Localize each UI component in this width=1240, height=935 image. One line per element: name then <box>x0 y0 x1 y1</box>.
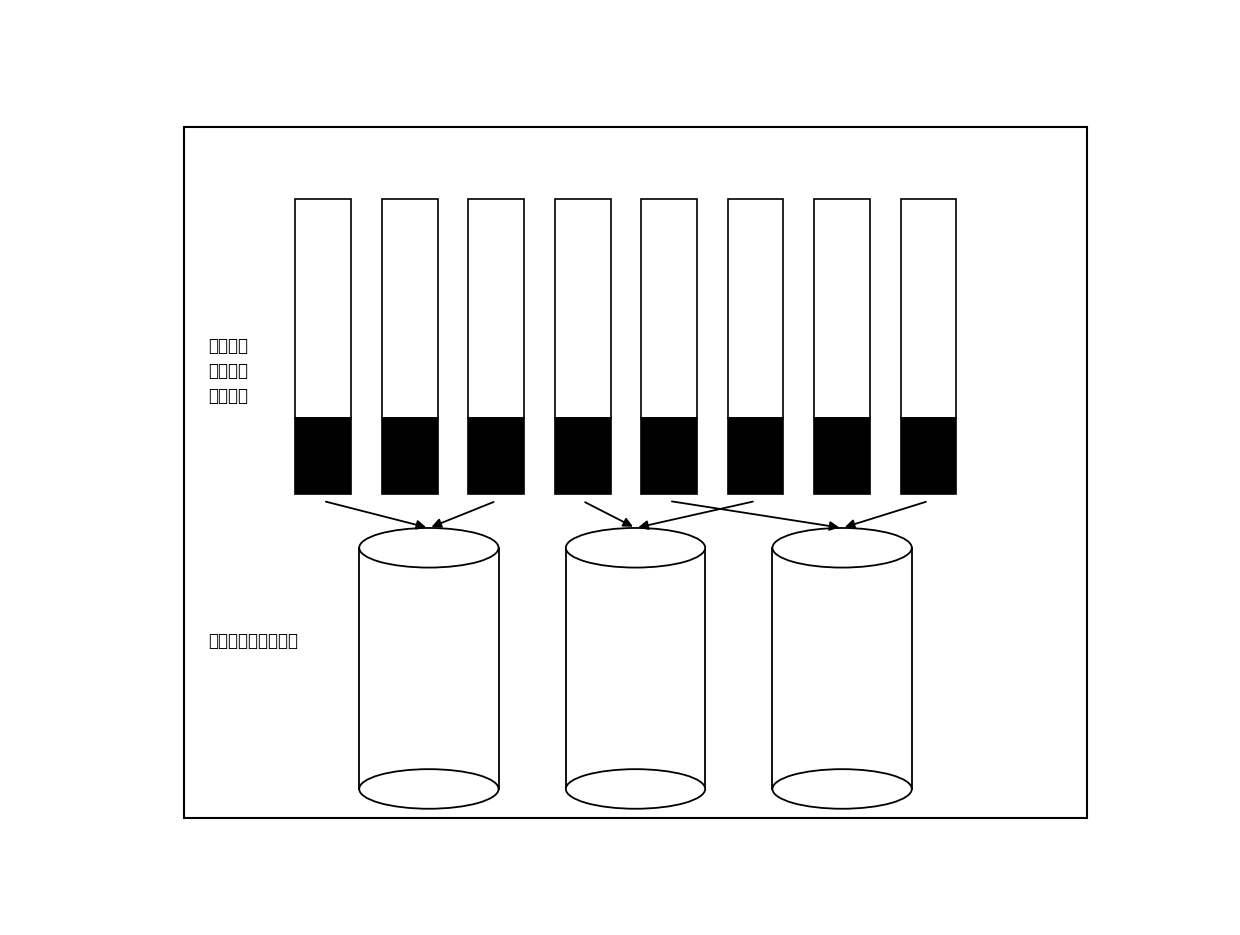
Bar <box>900 418 956 494</box>
Bar <box>815 198 870 418</box>
Bar <box>773 548 911 789</box>
Bar <box>554 198 610 418</box>
Ellipse shape <box>773 770 911 809</box>
Bar <box>295 198 351 418</box>
Bar <box>641 418 697 494</box>
Bar <box>815 418 870 494</box>
Ellipse shape <box>565 528 706 568</box>
Ellipse shape <box>773 528 911 568</box>
Bar <box>469 198 525 418</box>
Bar <box>360 548 498 789</box>
Bar <box>728 198 784 418</box>
Bar <box>295 418 351 494</box>
Bar <box>554 418 610 494</box>
Ellipse shape <box>360 770 498 809</box>
Ellipse shape <box>360 528 498 568</box>
Text: 经过预处
理的时间
序列数据: 经过预处 理的时间 序列数据 <box>208 338 248 406</box>
Bar <box>900 198 956 418</box>
Ellipse shape <box>565 770 706 809</box>
Bar <box>565 548 706 789</box>
Bar <box>469 418 525 494</box>
Text: 聚类结果保存到簇中: 聚类结果保存到簇中 <box>208 632 298 651</box>
Bar <box>728 418 784 494</box>
Bar <box>641 198 697 418</box>
Bar <box>382 418 438 494</box>
Bar <box>382 198 438 418</box>
